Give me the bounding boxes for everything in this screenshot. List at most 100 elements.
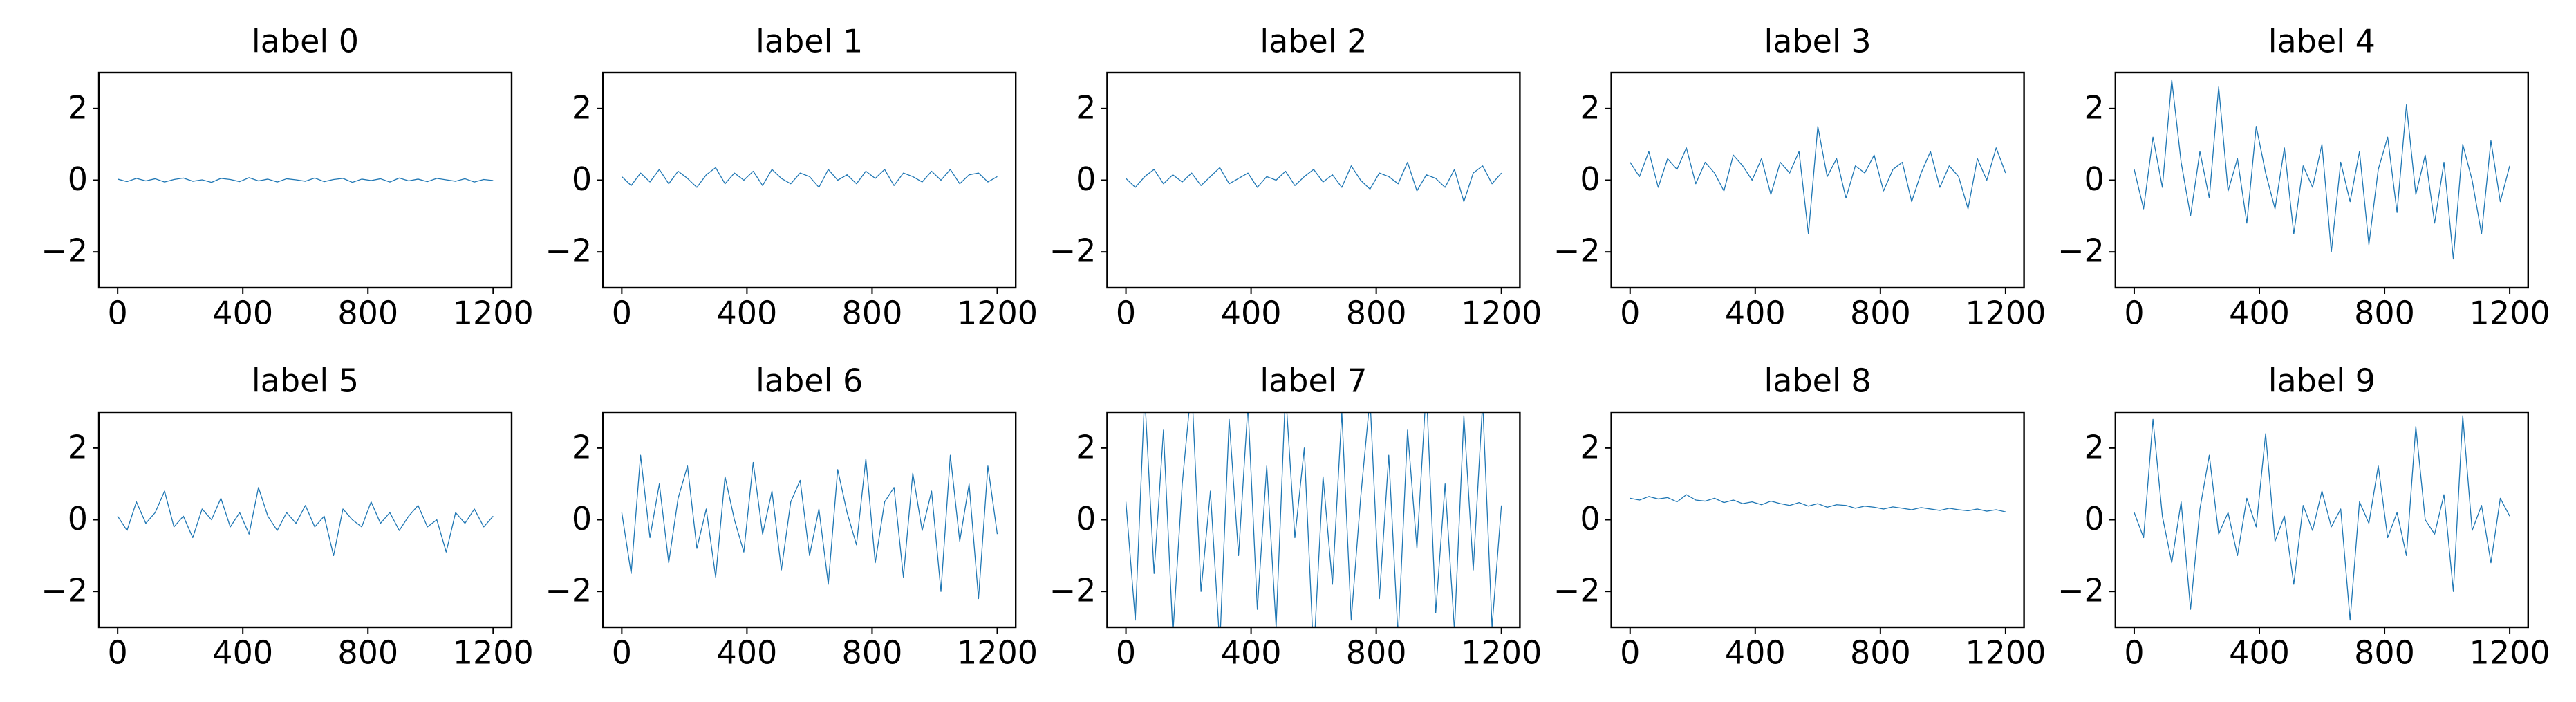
x-tick-label: 800: [1346, 634, 1407, 672]
axes-frame: [1610, 71, 2025, 289]
subplot: label 1 −2 0 2 0 400 800 1200: [545, 23, 1038, 332]
subplot-title: label 2: [1260, 23, 1367, 60]
axes-frame: [1106, 71, 1521, 289]
axes-frame: [602, 71, 1017, 289]
subplot: label 6 −2 0 2 0 400 800 1200: [545, 362, 1038, 672]
x-tick-label: 400: [2229, 634, 2290, 672]
y-tick-label: 0: [572, 500, 592, 537]
y-tick-label: −2: [41, 232, 88, 270]
x-tick-label: 0: [1116, 295, 1136, 332]
y-tick-label: 2: [572, 89, 592, 126]
x-tick-label: 800: [337, 634, 398, 672]
x-tick-label: 400: [1221, 295, 1282, 332]
y-tick-label: −2: [1553, 232, 1600, 270]
y-tick-label: 0: [1076, 160, 1096, 198]
y-tick-label: 0: [1580, 500, 1600, 537]
x-tick-label: 1200: [957, 634, 1038, 672]
y-tick-label: −2: [1049, 232, 1096, 270]
x-tick-label: 1200: [1965, 295, 2046, 332]
axes-frame: [602, 411, 1017, 629]
y-tick-label: 0: [68, 500, 88, 537]
y-tick-label: 2: [1580, 428, 1600, 465]
x-tick-label: 1200: [957, 295, 1038, 332]
y-tick-label: 0: [1580, 160, 1600, 198]
x-tick-label: 400: [716, 295, 777, 332]
axes-frame: [1610, 411, 2025, 629]
x-tick-label: 800: [1346, 295, 1407, 332]
x-tick-label: 0: [2124, 634, 2144, 672]
subplot-title: label 7: [1260, 362, 1367, 400]
x-tick-label: 0: [1620, 295, 1640, 332]
subplot-title: label 0: [252, 23, 359, 60]
subplot: label 8 −2 0 2 0 400 800 1200: [1553, 362, 2046, 672]
subplot: label 7 −2 0 2 0 400 800 1200: [1049, 362, 1542, 672]
x-tick-label: 1200: [453, 634, 534, 672]
y-tick-label: 2: [68, 89, 88, 126]
subplot-title: label 8: [1764, 362, 1872, 400]
y-tick-label: 2: [572, 428, 592, 465]
x-tick-label: 0: [108, 634, 128, 672]
y-tick-label: −2: [1049, 572, 1096, 609]
x-tick-label: 1200: [2470, 634, 2550, 672]
x-tick-label: 400: [2229, 295, 2290, 332]
axes-frame: [97, 71, 513, 289]
x-tick-label: 1200: [2470, 295, 2550, 332]
subplot-title: label 9: [2268, 362, 2376, 400]
data-line: [1630, 494, 2006, 512]
y-tick-label: −2: [545, 232, 592, 270]
x-tick-label: 0: [108, 295, 128, 332]
y-tick-label: 2: [68, 428, 88, 465]
y-tick-label: 2: [1076, 89, 1096, 126]
x-tick-label: 1200: [1461, 634, 1542, 672]
data-line: [2134, 415, 2510, 621]
y-tick-label: 2: [2084, 89, 2104, 126]
axes-frame: [2114, 411, 2530, 629]
y-tick-label: 2: [1076, 428, 1096, 465]
x-tick-label: 400: [212, 634, 273, 672]
y-tick-label: −2: [545, 572, 592, 609]
y-tick-label: −2: [1553, 572, 1600, 609]
x-tick-label: 800: [337, 295, 398, 332]
subplot: label 2 −2 0 2 0 400 800 1200: [1049, 23, 1542, 332]
subplot-title: label 6: [756, 362, 863, 400]
data-line: [621, 167, 998, 188]
y-tick-label: 0: [1076, 500, 1096, 537]
subplot-title: label 3: [1764, 23, 1872, 60]
subplot: label 0 −2 0 2 0 400 800 1200: [41, 23, 534, 332]
x-tick-label: 400: [1725, 295, 1786, 332]
subplot-title: label 4: [2268, 23, 2376, 60]
axes-frame: [97, 411, 513, 629]
x-tick-label: 800: [842, 634, 903, 672]
subplot-title: label 5: [252, 362, 359, 400]
x-tick-label: 0: [2124, 295, 2144, 332]
x-tick-label: 0: [1116, 634, 1136, 672]
data-line: [117, 177, 494, 183]
x-tick-label: 400: [212, 295, 273, 332]
y-tick-label: 0: [2084, 500, 2104, 537]
x-tick-label: 0: [1620, 634, 1640, 672]
data-line: [1125, 412, 1502, 627]
data-line: [1630, 126, 2006, 234]
axes-frame: [2114, 71, 2530, 289]
x-tick-label: 800: [842, 295, 903, 332]
axes-frame: [1106, 411, 1521, 629]
x-tick-label: 1200: [1965, 634, 2046, 672]
x-tick-label: 1200: [1461, 295, 1542, 332]
x-tick-label: 0: [612, 634, 632, 672]
y-tick-label: 2: [2084, 428, 2104, 465]
y-tick-label: −2: [2057, 572, 2104, 609]
x-tick-label: 800: [2354, 295, 2415, 332]
data-line: [117, 487, 494, 556]
x-tick-label: 400: [716, 634, 777, 672]
x-tick-label: 0: [612, 295, 632, 332]
x-tick-label: 800: [1850, 634, 1911, 672]
subplot: label 3 −2 0 2 0 400 800 1200: [1553, 23, 2046, 332]
y-tick-label: 0: [68, 160, 88, 198]
x-tick-label: 800: [2354, 634, 2415, 672]
subplot: label 9 −2 0 2 0 400 800 1200: [2057, 362, 2550, 672]
subplot: label 4 −2 0 2 0 400 800 1200: [2057, 23, 2550, 332]
x-tick-label: 800: [1850, 295, 1911, 332]
y-tick-label: −2: [2057, 232, 2104, 270]
